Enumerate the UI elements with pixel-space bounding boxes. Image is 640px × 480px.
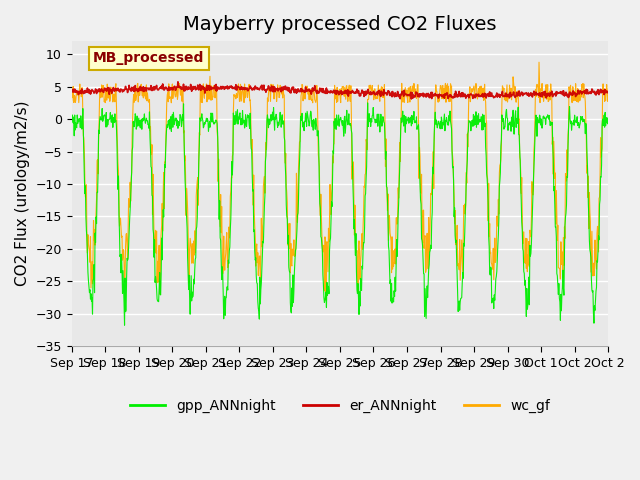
Title: Mayberry processed CO2 Fluxes: Mayberry processed CO2 Fluxes <box>183 15 497 34</box>
Text: MB_processed: MB_processed <box>93 51 205 65</box>
Y-axis label: CO2 Flux (urology/m2/s): CO2 Flux (urology/m2/s) <box>15 101 30 287</box>
Legend: gpp_ANNnight, er_ANNnight, wc_gf: gpp_ANNnight, er_ANNnight, wc_gf <box>124 393 556 418</box>
